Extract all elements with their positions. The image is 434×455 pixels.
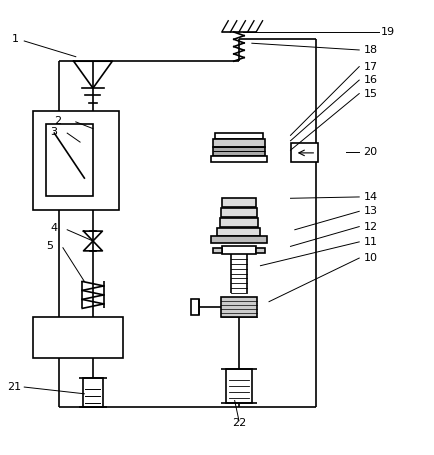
Bar xyxy=(226,369,251,403)
Text: 12: 12 xyxy=(363,222,377,232)
Bar xyxy=(215,133,262,138)
Bar xyxy=(256,248,264,253)
Bar xyxy=(220,297,256,318)
Text: 17: 17 xyxy=(363,61,377,71)
Bar xyxy=(290,143,318,162)
Ellipse shape xyxy=(67,165,80,182)
Text: 13: 13 xyxy=(363,206,377,216)
Bar xyxy=(46,124,93,196)
Bar xyxy=(191,299,199,315)
Text: 18: 18 xyxy=(363,45,377,55)
Text: 19: 19 xyxy=(380,27,394,37)
Text: 5: 5 xyxy=(46,241,53,251)
Bar xyxy=(213,147,264,156)
Bar xyxy=(221,246,256,254)
Text: 1: 1 xyxy=(11,34,18,44)
Text: 16: 16 xyxy=(363,75,377,85)
Text: 4: 4 xyxy=(50,223,57,233)
Text: 11: 11 xyxy=(363,237,377,247)
Bar xyxy=(210,237,266,243)
Text: 3: 3 xyxy=(50,127,57,137)
Bar xyxy=(221,198,256,207)
Bar xyxy=(83,378,102,407)
Text: 15: 15 xyxy=(363,89,377,99)
Text: 10: 10 xyxy=(363,253,377,263)
Text: 20: 20 xyxy=(363,147,377,157)
Text: 22: 22 xyxy=(231,418,246,428)
Bar xyxy=(213,248,221,253)
Text: 21: 21 xyxy=(7,382,21,392)
Bar xyxy=(33,318,123,358)
Bar xyxy=(219,218,258,227)
Bar xyxy=(213,138,264,147)
Bar xyxy=(210,156,266,162)
Bar xyxy=(220,208,256,217)
Bar xyxy=(33,111,118,209)
Bar xyxy=(217,228,260,237)
Text: 14: 14 xyxy=(363,192,377,202)
Text: 2: 2 xyxy=(54,116,61,126)
